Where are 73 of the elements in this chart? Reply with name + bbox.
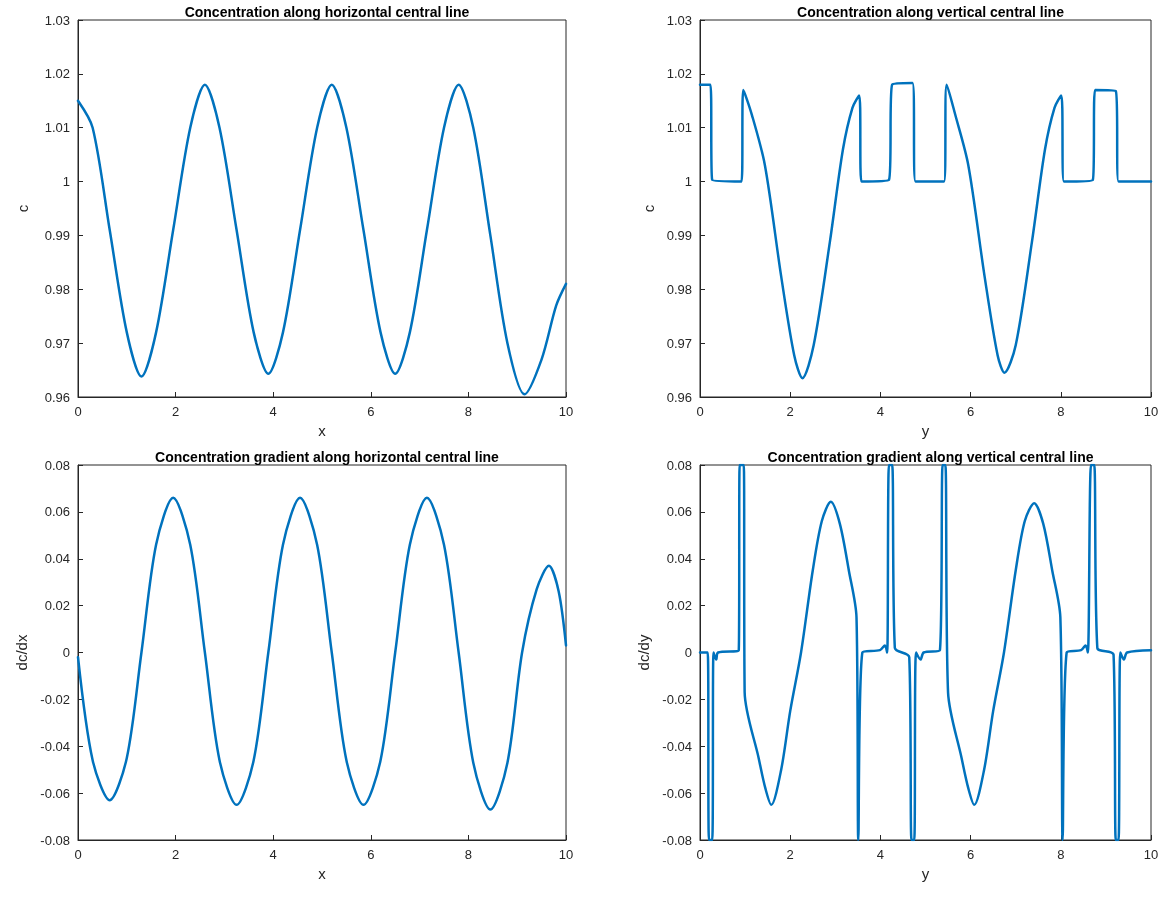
y-tick-label: -0.04 bbox=[40, 738, 70, 754]
y-axis-title: c bbox=[14, 204, 31, 213]
y-tick-label: -0.02 bbox=[40, 691, 70, 707]
y-tick-label: 1.02 bbox=[666, 66, 692, 82]
y-tick-label: 0.96 bbox=[44, 389, 70, 405]
x-tick-label: 4 bbox=[876, 404, 885, 419]
chart-title: Concentration gradient along vertical central line bbox=[767, 449, 1094, 465]
x-axis-title: x bbox=[318, 864, 327, 882]
y-tick-label: 0.98 bbox=[44, 281, 70, 297]
y-tick-label: 0.06 bbox=[44, 504, 70, 520]
y-tick-label: 0.04 bbox=[44, 551, 70, 567]
y-tick-label: 0.97 bbox=[44, 335, 70, 351]
x-tick-label: 6 bbox=[367, 847, 375, 862]
y-axis-title: dc/dy bbox=[635, 634, 653, 671]
x-tick-label: 0 bbox=[696, 404, 704, 419]
y-tick-label: -0.06 bbox=[662, 785, 692, 801]
y-tick-label: 1.01 bbox=[44, 120, 70, 136]
y-tick-label: 0 bbox=[684, 645, 692, 660]
x-tick-label: 8 bbox=[464, 404, 473, 419]
line-series bbox=[698, 81, 1153, 380]
y-tick-label: 0.99 bbox=[666, 227, 692, 243]
y-tick-label: -0.08 bbox=[40, 832, 70, 848]
x-tick-label: 0 bbox=[696, 847, 704, 862]
x-tick-label: 4 bbox=[269, 404, 277, 419]
x-tick-label: 10 bbox=[558, 404, 574, 419]
y-tick-label: -0.06 bbox=[40, 785, 70, 801]
x-tick-label: 0 bbox=[74, 404, 82, 419]
y-tick-label: 0 bbox=[62, 645, 70, 660]
line-series bbox=[76, 496, 568, 811]
y-tick-label: 1.01 bbox=[666, 120, 692, 136]
x-axis-title: x bbox=[318, 421, 327, 439]
y-tick-label: 1.03 bbox=[666, 12, 692, 28]
x-tick-label: 6 bbox=[966, 404, 975, 419]
x-tick-label: 4 bbox=[269, 847, 277, 862]
x-axis-title: y bbox=[921, 864, 930, 882]
y-tick-label: 1.02 bbox=[44, 66, 70, 82]
x-tick-label: 6 bbox=[367, 404, 375, 419]
y-tick-label: 1 bbox=[684, 174, 692, 190]
y-tick-label: 0.97 bbox=[666, 335, 692, 351]
line-series bbox=[698, 463, 1153, 842]
x-tick-label: 8 bbox=[1057, 404, 1065, 419]
y-tick-label: 0.04 bbox=[666, 551, 692, 567]
x-tick-label: 2 bbox=[786, 847, 794, 862]
chart-title: Concentration along horizontal central line bbox=[184, 4, 470, 20]
x-tick-label: 10 bbox=[558, 847, 574, 862]
x-tick-label: 2 bbox=[171, 847, 180, 862]
y-tick-label: 0.96 bbox=[666, 389, 692, 405]
y-tick-label: 0.02 bbox=[666, 598, 692, 614]
y-tick-label: 0.08 bbox=[44, 457, 70, 473]
y-tick-label: -0.04 bbox=[662, 738, 692, 754]
y-tick-label: 0.98 bbox=[666, 281, 692, 297]
x-tick-label: 8 bbox=[1057, 847, 1065, 862]
y-axis-title: c bbox=[639, 204, 657, 213]
y-tick-label: -0.08 bbox=[662, 832, 692, 848]
y-tick-label: 1.03 bbox=[44, 12, 70, 28]
y-tick-label: 1 bbox=[62, 174, 70, 190]
x-tick-label: 2 bbox=[171, 404, 180, 419]
x-tick-label: 4 bbox=[876, 847, 885, 862]
x-tick-label: 10 bbox=[1143, 847, 1159, 862]
y-tick-label: 0.08 bbox=[666, 457, 692, 473]
y-tick-label: 0.06 bbox=[666, 504, 692, 520]
x-tick-label: 2 bbox=[786, 404, 794, 419]
x-axis-title: y bbox=[921, 421, 930, 439]
y-axis-title: dc/dx bbox=[13, 634, 31, 671]
y-tick-label: 0.99 bbox=[44, 227, 70, 243]
x-tick-label: 8 bbox=[464, 847, 473, 862]
y-tick-label: 0.02 bbox=[44, 598, 70, 614]
chart-title: Concentration along vertical central line bbox=[797, 4, 1065, 20]
x-tick-label: 10 bbox=[1143, 404, 1159, 419]
y-tick-label: -0.02 bbox=[662, 691, 692, 707]
chart-title: Concentration gradient along horizontal central line bbox=[155, 449, 500, 465]
x-tick-label: 6 bbox=[966, 847, 975, 862]
x-tick-label: 0 bbox=[74, 847, 82, 862]
